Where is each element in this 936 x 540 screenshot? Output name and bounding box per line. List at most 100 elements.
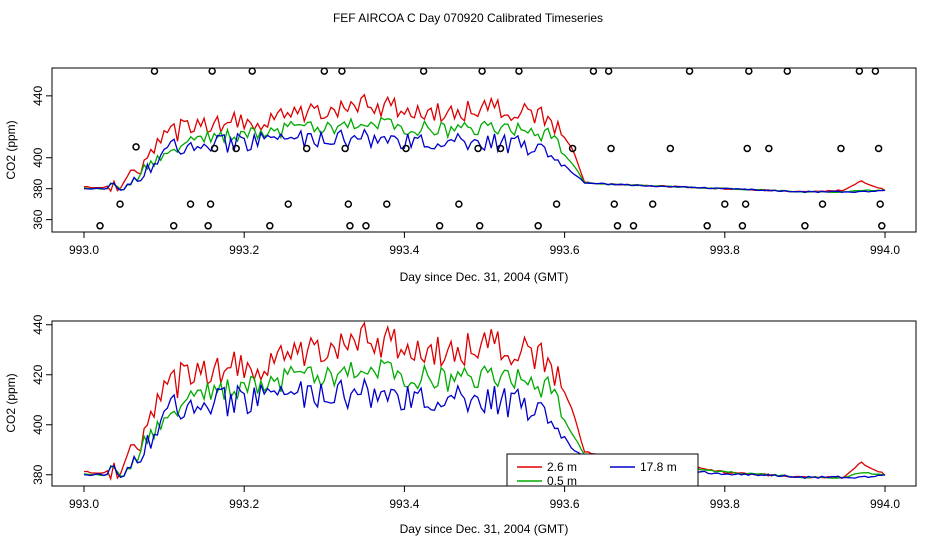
calibration-point <box>515 67 523 75</box>
calibration-point <box>745 67 753 75</box>
calibration-point <box>402 144 410 153</box>
series-line-178m <box>83 128 886 194</box>
calibration-point <box>284 200 293 208</box>
series-line-05m <box>83 116 885 193</box>
calibration-point <box>344 200 353 208</box>
calibration-point <box>871 67 880 75</box>
x-tick-label: 994.0 <box>870 243 900 257</box>
calibration-point <box>741 200 750 208</box>
calibration-point <box>607 144 615 153</box>
y-tick-label: 360 <box>31 209 45 229</box>
series-line-05m <box>83 358 886 479</box>
calibration-point <box>150 67 159 75</box>
calibration-point <box>648 200 657 208</box>
bottom-panel: Day since Dec. 31, 2004 (GMT) CO2 (ppm) … <box>4 314 917 536</box>
calibration-point <box>169 222 178 230</box>
calibration-point <box>496 144 505 153</box>
calibration-point <box>610 200 619 208</box>
legend-label: 0.5 m <box>547 474 577 488</box>
bottom-y-axis-label: CO2 (ppm) <box>4 373 18 432</box>
calibration-point <box>876 200 884 208</box>
calibration-point <box>320 67 329 75</box>
calibration-point <box>818 200 827 208</box>
x-tick-label: 993.6 <box>550 497 580 511</box>
calibration-point <box>604 67 613 75</box>
bottom-x-axis-label: Day since Dec. 31, 2004 (GMT) <box>400 522 569 536</box>
x-tick-label: 993.6 <box>550 243 580 257</box>
top-calibration-markers <box>96 67 886 230</box>
calibration-point <box>419 67 428 75</box>
calibration-point <box>613 222 622 230</box>
calibration-point <box>208 67 216 75</box>
calibration-point <box>666 144 675 153</box>
top-x-axis-label: Day since Dec. 31, 2004 (GMT) <box>400 270 569 284</box>
bottom-plot-frame <box>51 320 917 487</box>
calibration-point <box>589 67 598 75</box>
y-tick-label: 420 <box>31 364 45 384</box>
x-tick-label: 993.0 <box>69 243 99 257</box>
x-tick-label: 993.4 <box>389 243 419 257</box>
calibration-point <box>232 144 240 153</box>
calibration-point <box>534 222 542 230</box>
calibration-point <box>478 67 486 75</box>
calibration-point <box>248 67 256 75</box>
calibration-point <box>568 144 577 153</box>
calibration-point <box>132 143 140 151</box>
top-series <box>83 93 886 194</box>
top-panel: Day since Dec. 31, 2004 (GMT) CO2 (ppm) … <box>4 67 917 284</box>
top-y-ticks: 360 380 400 440 <box>31 86 52 230</box>
legend: 2.6 m 17.8 m 0.5 m <box>506 453 699 488</box>
calibration-point <box>783 67 792 75</box>
calibration-point <box>475 222 484 230</box>
series-line-178m <box>83 377 886 479</box>
calibration-point <box>96 222 104 230</box>
calibration-point <box>362 222 370 230</box>
calibration-point <box>383 200 391 208</box>
calibration-point <box>765 144 773 153</box>
figure-title: FEF AIRCOA C Day 070920 Calibrated Times… <box>333 11 603 25</box>
y-tick-label: 440 <box>31 86 45 106</box>
calibration-point <box>474 144 482 153</box>
calibration-point <box>116 200 124 208</box>
calibration-point <box>855 67 864 75</box>
x-tick-label: 994.0 <box>870 497 900 511</box>
y-tick-label: 400 <box>31 414 45 434</box>
calibration-point <box>455 200 463 208</box>
calibration-point <box>266 222 274 230</box>
calibration-point <box>435 222 444 230</box>
x-tick-label: 993.2 <box>229 497 259 511</box>
calibration-point <box>801 222 809 230</box>
y-tick-label: 380 <box>31 178 45 198</box>
calibration-point <box>703 222 711 230</box>
x-tick-label: 993.8 <box>710 243 740 257</box>
y-tick-label: 400 <box>31 147 45 167</box>
x-tick-label: 993.8 <box>710 497 740 511</box>
calibration-point <box>302 144 311 153</box>
x-tick-label: 993.0 <box>69 497 99 511</box>
calibration-point <box>186 200 195 208</box>
x-tick-label: 993.2 <box>229 243 259 257</box>
calibration-point <box>341 144 349 153</box>
calibration-point <box>878 222 886 230</box>
calibration-point <box>210 144 219 153</box>
x-tick-label: 993.4 <box>389 497 419 511</box>
top-y-axis-label: CO2 (ppm) <box>4 120 18 179</box>
calibration-point <box>743 144 751 153</box>
calibration-point <box>204 222 212 230</box>
calibration-point <box>874 144 883 153</box>
calibration-point <box>552 200 561 208</box>
bottom-x-ticks: 993.0 993.2 993.4 993.6 993.8 994.0 <box>69 486 900 511</box>
legend-label: 17.8 m <box>640 460 677 474</box>
calibration-point <box>721 200 729 208</box>
calibration-point <box>629 222 638 230</box>
calibration-point <box>837 144 845 153</box>
calibration-point <box>738 222 747 230</box>
bottom-y-ticks: 380 400 420 440 <box>31 314 52 485</box>
y-tick-label: 440 <box>31 314 45 334</box>
top-x-ticks: 993.0 993.2 993.4 993.6 993.8 994.0 <box>69 232 900 257</box>
calibration-point <box>685 67 694 75</box>
calibration-point <box>206 200 215 208</box>
calibration-point <box>346 222 354 230</box>
calibration-point <box>338 67 346 75</box>
